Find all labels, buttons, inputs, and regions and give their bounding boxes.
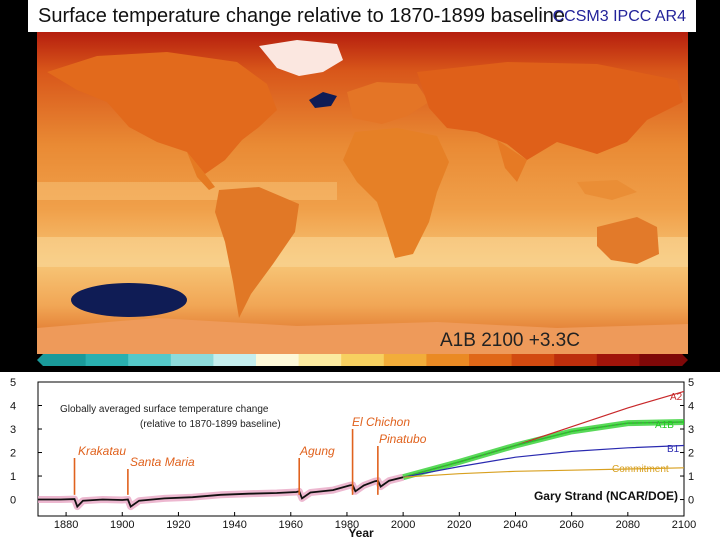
volcano-label: Pinatubo [379,432,427,446]
x-axis-label: Year [348,526,374,540]
colorbar-swatch [469,354,513,366]
A1B-dotted-line [402,421,685,478]
title-bar: Surface temperature change relative to 1… [28,0,696,32]
y-tick-label-right: 1 [688,471,694,483]
volcano-label: Krakatau [78,444,126,458]
greenland [259,40,343,76]
x-tick-label: 2080 [616,519,640,531]
colorbar-swatch [554,354,598,366]
north-america [47,52,277,174]
southern-cool-band [37,237,688,267]
plot-frame [37,381,685,517]
temperature-map: A1B 2100 +3.3C [37,32,688,354]
x-tick-label: 2020 [447,519,471,531]
volcano-label: Santa Maria [130,455,195,469]
x-tick-label: 1920 [166,519,190,531]
colorbar-swatch [85,354,129,366]
scenario-label: A1B 2100 +3.3C [440,330,580,351]
colorbar-swatch [43,354,87,366]
volcano-label: El Chichon [352,415,410,429]
y-tick-label-left: 2 [10,448,16,460]
series-label-B1: B1 [667,444,680,455]
south-america [215,187,299,318]
model-label: CCSM3 IPCC AR4 [552,8,686,25]
series-label-Commitment: Commitment [612,464,669,475]
india [497,140,527,182]
y-tick-label-right: 3 [688,424,694,436]
pacific-cool-band [37,182,337,200]
x-tick-label: 2040 [503,519,527,531]
x-tick-label: 2000 [391,519,415,531]
colorbar-min-arrow [37,354,43,366]
colorbar-swatch [511,354,555,366]
europe [347,82,429,124]
colorbar-swatch [128,354,172,366]
y-tick-label-right: 5 [688,377,694,389]
series-label-A1B: A1B [655,420,674,431]
antarctica [37,318,688,354]
y-tick-label-left: 1 [10,471,16,483]
x-tick-label: 1900 [110,519,134,531]
x-tick-label: 2100 [672,519,696,531]
y-tick-label-right: 2 [688,448,694,460]
asia [417,62,683,160]
y-tick-label-left: 4 [10,401,16,413]
colorbar-swatch [639,354,683,366]
series-historical [38,476,404,509]
chart-subtitle: (relative to 1870-1899 baseline) [140,419,281,430]
y-tick-label-left: 0 [10,495,16,507]
colorbar-swatch [298,354,342,366]
x-tick-label: 1980 [335,519,359,531]
x-tick-label: 1940 [222,519,246,531]
central-america [187,152,215,190]
chart-background [0,372,720,540]
colorbar-swatch [341,354,385,366]
colorbar-max-arrow [682,354,688,366]
series-B1 [402,444,685,478]
colorbar-swatch [426,354,470,366]
page-title: Surface temperature change relative to 1… [38,5,566,27]
se-asia [577,180,637,200]
volcano-label: Agung [299,444,335,458]
colorbar-swatch [213,354,257,366]
y-tick-label-left: 5 [10,377,16,389]
credit-label: Gary Strand (NCAR/DOE) [534,489,678,503]
x-tick-label: 1880 [54,519,78,531]
series-Commitment [403,467,685,478]
australia [597,217,659,264]
colorbar-swatch [170,354,214,366]
timeseries-chart: 0 0 1 1 2 2 3 3 4 4 5 5 1880 1900 1920 1940 1960 1980 2000… [0,372,720,540]
x-tick-label: 1960 [279,519,303,531]
y-tick-label-right: 0 [688,495,694,507]
y-tick-label-right: 4 [688,401,694,413]
colorbar-swatch [596,354,640,366]
southern-ocean-cold-spot [71,283,187,317]
north-atlantic-cold-spot [309,92,337,108]
y-tick-label-left: 3 [10,424,16,436]
series-label-A2: A2 [670,392,683,403]
chart-title: Globally averaged surface temperature ch… [60,404,269,415]
colorbar-swatch [256,354,300,366]
colorbar-swatch [383,354,427,366]
africa [343,128,449,258]
x-tick-label: 2060 [559,519,583,531]
